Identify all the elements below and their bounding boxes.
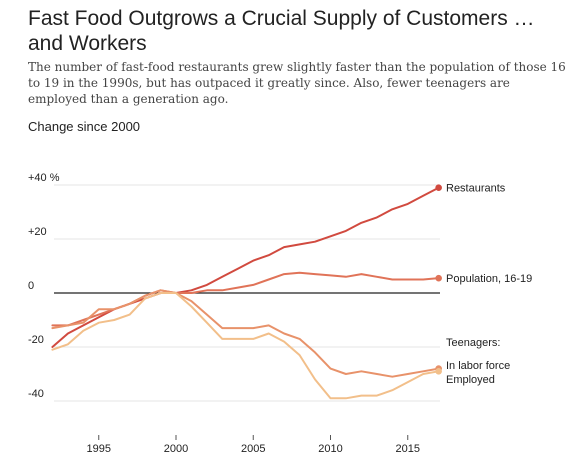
x-tick-label: 2005: [241, 443, 265, 455]
legend-label-employed: Employed: [446, 374, 495, 386]
chart-subtitle: The number of fast-food restaurants grew…: [28, 60, 566, 106]
y-tick-label: +20: [28, 226, 47, 238]
x-tick-label: 2015: [396, 443, 420, 455]
y-axis: +40 % +20 0 -20 -40: [28, 172, 60, 400]
chart-caption: Change since 2000: [28, 119, 141, 134]
legend-label-in-labor-force: In labor force: [446, 360, 510, 372]
legend-label-population: Population, 16-19: [446, 273, 532, 285]
x-tick-label: 2000: [164, 443, 188, 455]
legend-labels: Restaurants Population, 16-19 Teenagers: In…: [446, 183, 532, 386]
chart-title: Fast Food Outgrows a Crucial Supply of C…: [28, 7, 535, 55]
series-endpoint-population-16-19: [435, 274, 442, 282]
legend-label-restaurants: Restaurants: [446, 183, 506, 195]
series-line-in-labor-force: [51, 289, 440, 378]
series-line-population-16-19: [51, 271, 440, 327]
grid-layer: [54, 184, 440, 402]
x-axis: 1995 2000 2005 2010 2015: [87, 435, 420, 455]
series-line-employed: [51, 292, 440, 400]
series-layer: [51, 184, 442, 400]
y-tick-label: -20: [28, 334, 44, 346]
series-endpoint-employed: [435, 368, 442, 375]
y-tick-label: +40 %: [28, 172, 60, 184]
series-line-restaurants: [51, 186, 440, 348]
y-tick-label: 0: [28, 280, 34, 292]
x-tick-label: 1995: [87, 443, 111, 455]
x-tick-label: 2010: [318, 443, 342, 455]
series-endpoint-restaurants: [435, 184, 442, 191]
y-tick-label: -40: [28, 388, 44, 400]
legend-group-label-teenagers: Teenagers:: [446, 337, 500, 349]
